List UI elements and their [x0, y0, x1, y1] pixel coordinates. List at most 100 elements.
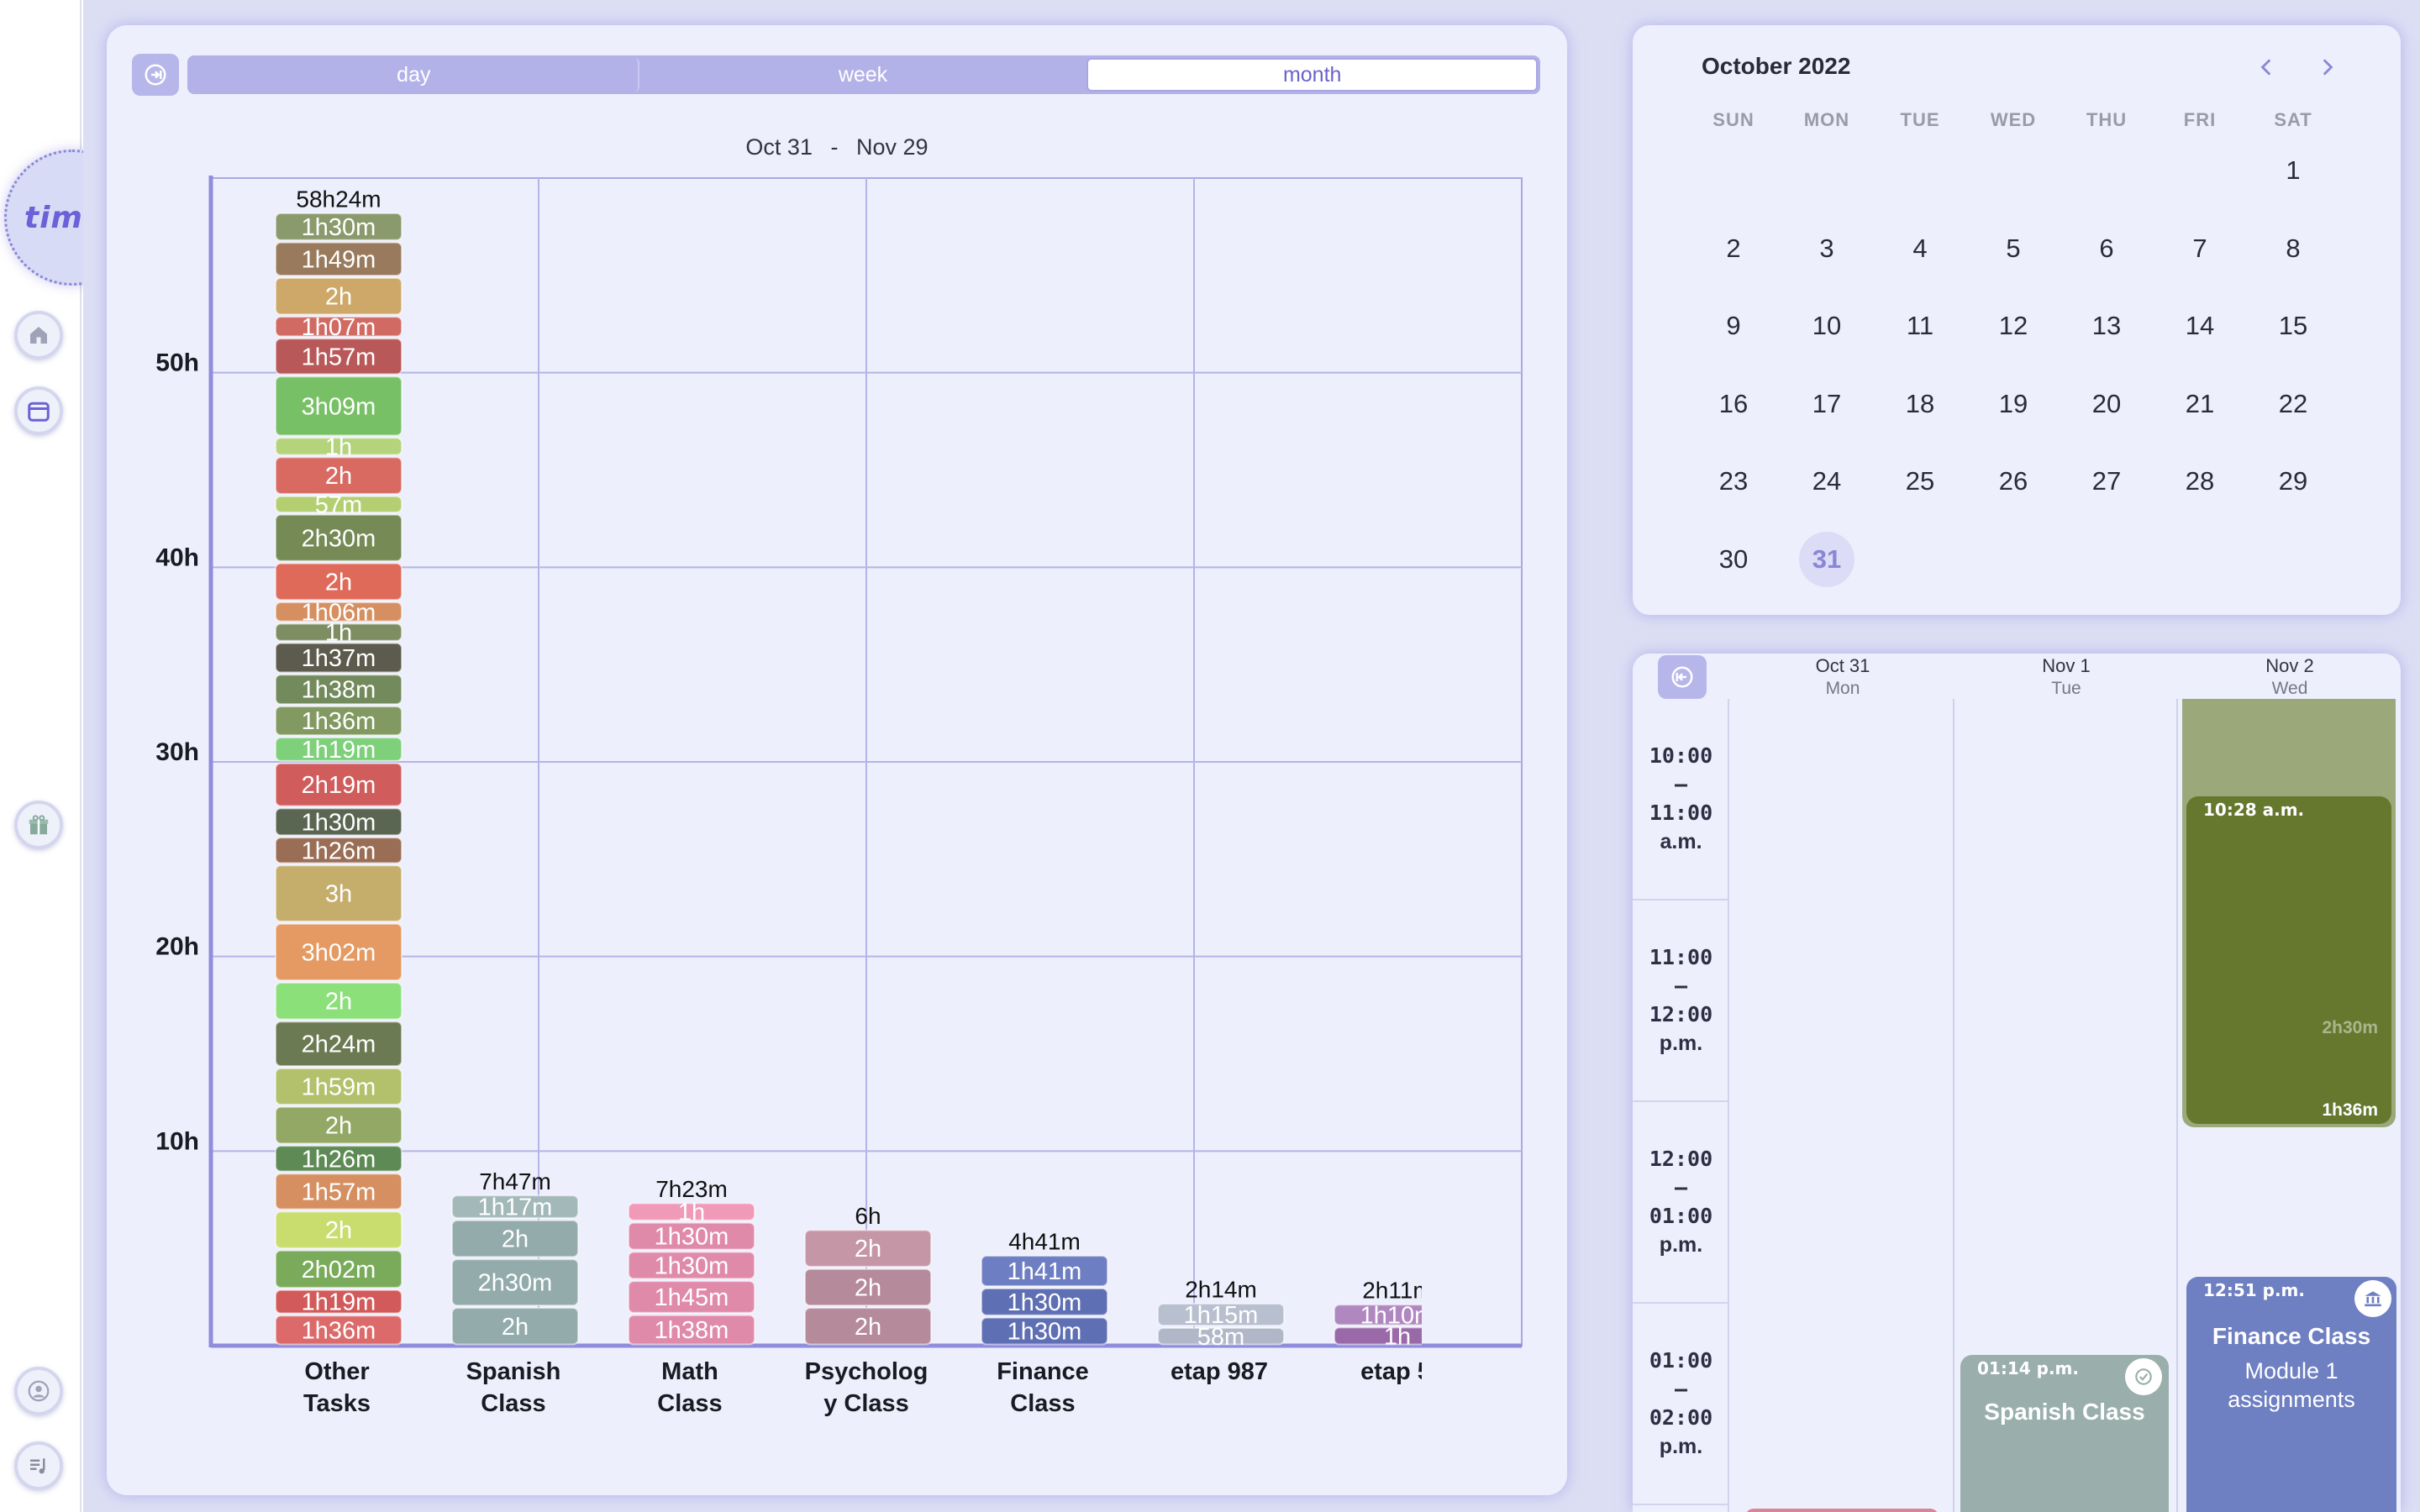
next-month-button[interactable] [2310, 50, 2344, 84]
event-finance-class[interactable]: 12:51 p.m. Finance Class Module 1 assign… [2186, 1277, 2396, 1512]
music-button[interactable] [14, 1441, 63, 1490]
bar-segment[interactable] [275, 375, 402, 437]
bar-segment[interactable] [628, 1314, 755, 1346]
calendar-day[interactable]: 1 [2286, 155, 2301, 185]
calendar-day-today[interactable]: 31 [1799, 532, 1854, 587]
bar-segment[interactable] [275, 213, 402, 241]
bar-segment[interactable] [981, 1288, 1108, 1316]
calendar-day[interactable]: 17 [1812, 389, 1842, 418]
calendar-day[interactable]: 29 [2278, 466, 2308, 496]
bar-segment[interactable] [451, 1219, 579, 1258]
bar-segment[interactable] [451, 1194, 579, 1219]
bar-segment[interactable] [1157, 1327, 1285, 1346]
calendar-day[interactable]: 22 [2278, 389, 2308, 418]
bar-segment[interactable] [275, 338, 402, 375]
bar-segment[interactable] [804, 1307, 932, 1346]
calendar-day[interactable]: 13 [2091, 311, 2122, 340]
bar-segment[interactable] [275, 737, 402, 762]
calendar-day[interactable]: 21 [2185, 389, 2215, 418]
calendar-day[interactable]: 28 [2185, 466, 2215, 496]
bar-segment[interactable] [275, 1105, 402, 1145]
bar-segment[interactable] [275, 1289, 402, 1315]
calendar-day[interactable]: 3 [1819, 234, 1834, 263]
gift-button[interactable] [14, 801, 63, 849]
bar-segment[interactable] [275, 1021, 402, 1067]
calendar-day[interactable]: 18 [1905, 389, 1935, 418]
bar-segment[interactable] [1334, 1326, 1460, 1346]
bar-segment[interactable] [275, 1145, 402, 1173]
bar-segment[interactable] [275, 674, 402, 706]
calendar-button[interactable] [14, 386, 63, 435]
event-mon-partial[interactable] [1745, 1509, 1939, 1512]
bar-group[interactable]: 2h 2h 2h 6h Psycholog y Class [804, 1203, 932, 1417]
bar-segment[interactable] [275, 1067, 402, 1105]
bar-segment[interactable] [275, 562, 402, 601]
bar-segment[interactable] [275, 642, 402, 674]
bar-segment[interactable] [275, 1210, 402, 1249]
bar-segment[interactable] [275, 1249, 402, 1289]
calendar-day[interactable]: 26 [1998, 466, 2028, 496]
bar-segment[interactable] [275, 437, 402, 456]
calendar-day[interactable]: 27 [2091, 466, 2122, 496]
bar-segment[interactable] [275, 622, 402, 642]
bar-segment[interactable] [628, 1202, 755, 1221]
calendar-day[interactable]: 24 [1812, 466, 1842, 496]
bar-segment[interactable] [275, 456, 402, 495]
bar-segment[interactable] [1334, 1304, 1460, 1326]
calendar-day[interactable]: 9 [1726, 311, 1741, 340]
bar-segment[interactable] [628, 1280, 755, 1314]
calendar-day[interactable]: 16 [1718, 389, 1749, 418]
bar-segment[interactable] [275, 1173, 402, 1210]
bar-segment[interactable] [275, 922, 402, 982]
bar-segment[interactable] [275, 513, 402, 562]
event-spanish-class[interactable]: 01:14 p.m. Spanish Class [1960, 1355, 2169, 1512]
bar-segment[interactable] [275, 241, 402, 276]
bar-segment[interactable] [275, 316, 402, 338]
calendar-day[interactable]: 19 [1998, 389, 2028, 418]
calendar-day[interactable]: 7 [2192, 234, 2207, 263]
bar-segment[interactable] [804, 1229, 932, 1268]
bar-segment[interactable] [275, 807, 402, 837]
calendar-day[interactable]: 30 [1718, 544, 1749, 574]
bar-segment[interactable] [275, 495, 402, 513]
calendar-day[interactable]: 15 [2278, 311, 2308, 340]
bar-segment[interactable] [981, 1255, 1108, 1287]
calendar-day[interactable]: 11 [1906, 311, 1934, 340]
bar-segment[interactable] [275, 837, 402, 864]
bar-group[interactable]: 1h36m1h19m2h02m2h1h57m1h26m2h1h59m2h24m2… [275, 186, 402, 1417]
calendar-day[interactable]: 4 [1912, 234, 1928, 263]
bar-segment[interactable] [275, 982, 402, 1021]
home-button[interactable] [14, 311, 63, 360]
calendar-day[interactable]: 10 [1812, 311, 1842, 340]
collapse-button[interactable] [132, 54, 179, 96]
calendar-day[interactable]: 2 [1726, 234, 1741, 263]
calendar-day[interactable]: 23 [1718, 466, 1749, 496]
profile-button[interactable] [14, 1367, 63, 1415]
bar-segment[interactable] [275, 276, 402, 316]
bar-segment[interactable] [804, 1268, 932, 1307]
bar-segment[interactable] [981, 1316, 1108, 1346]
tab-day[interactable]: day [190, 58, 639, 92]
bar-segment[interactable] [451, 1307, 579, 1346]
calendar-day[interactable]: 14 [2185, 311, 2215, 340]
calendar-day[interactable]: 8 [2286, 234, 2301, 263]
bar-segment[interactable] [275, 1315, 402, 1346]
calendar-day[interactable]: 25 [1905, 466, 1935, 496]
bar-segment[interactable] [451, 1258, 579, 1307]
calendar-day[interactable]: 6 [2099, 234, 2114, 263]
calendar-day[interactable]: 5 [2006, 234, 2021, 263]
calendar-day[interactable]: 12 [1998, 311, 2028, 340]
bar-segment[interactable] [628, 1221, 755, 1251]
tab-week[interactable]: week [838, 62, 888, 87]
event-wed-1028[interactable]: 10:28 a.m. 2h30m [2186, 796, 2391, 1124]
bar-segment[interactable] [275, 601, 402, 622]
tab-month[interactable]: month [1086, 58, 1539, 92]
bar-segment[interactable] [275, 706, 402, 737]
bar-group[interactable]: 1h30m 1h30m 1h41m 4h41m Finance Class [981, 1229, 1108, 1417]
calendar-day[interactable]: 20 [2091, 389, 2122, 418]
bar-segment[interactable] [628, 1251, 755, 1280]
